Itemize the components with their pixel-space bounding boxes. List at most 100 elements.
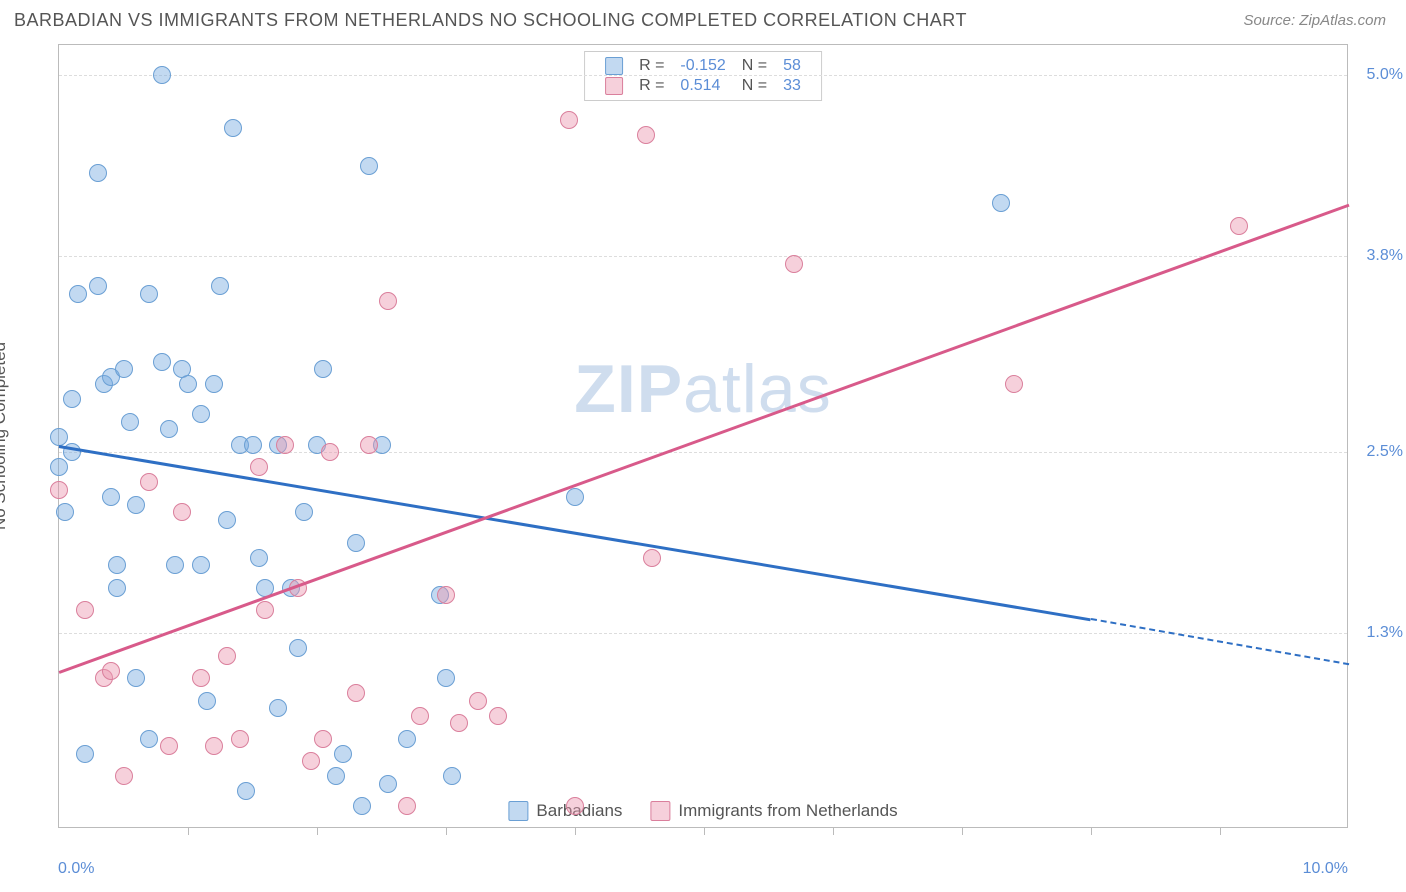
data-point <box>108 579 126 597</box>
data-point <box>173 503 191 521</box>
data-point <box>244 436 262 454</box>
x-tick <box>575 827 576 835</box>
data-point <box>115 360 133 378</box>
data-point <box>192 556 210 574</box>
data-point <box>437 586 455 604</box>
data-point <box>76 601 94 619</box>
y-tick-label: 3.8% <box>1355 247 1403 265</box>
data-point <box>489 707 507 725</box>
data-point <box>327 767 345 785</box>
data-point <box>289 639 307 657</box>
x-tick <box>704 827 705 835</box>
data-point <box>166 556 184 574</box>
data-point <box>295 503 313 521</box>
x-tick <box>1091 827 1092 835</box>
data-point <box>347 684 365 702</box>
data-point <box>566 797 584 815</box>
data-point <box>127 669 145 687</box>
data-point <box>69 285 87 303</box>
data-point <box>334 745 352 763</box>
x-tick <box>833 827 834 835</box>
legend-swatch-b <box>605 77 623 95</box>
data-point <box>140 285 158 303</box>
x-tick <box>962 827 963 835</box>
data-point <box>398 797 416 815</box>
gridline <box>59 633 1347 634</box>
plot-area: ZIPatlas R = -0.152 N = 58 R = 0.514 N =… <box>58 44 1348 828</box>
data-point <box>321 443 339 461</box>
data-point <box>353 797 371 815</box>
data-point <box>63 390 81 408</box>
chart-title: BARBADIAN VS IMMIGRANTS FROM NETHERLANDS… <box>14 10 967 31</box>
data-point <box>469 692 487 710</box>
data-point <box>224 119 242 137</box>
x-tick <box>1220 827 1221 835</box>
r-value: -0.152 <box>672 56 733 76</box>
legend-stats-row: R = 0.514 N = 33 <box>597 76 809 96</box>
data-point <box>56 503 74 521</box>
data-point <box>360 436 378 454</box>
x-tick <box>188 827 189 835</box>
data-point <box>108 556 126 574</box>
data-point <box>140 473 158 491</box>
y-tick-label: 1.3% <box>1355 624 1403 642</box>
data-point <box>443 767 461 785</box>
y-tick-label: 5.0% <box>1355 66 1403 84</box>
data-point <box>140 730 158 748</box>
gridline <box>59 256 1347 257</box>
data-point <box>250 549 268 567</box>
data-point <box>643 549 661 567</box>
r-value: 0.514 <box>672 76 733 96</box>
data-point <box>566 488 584 506</box>
data-point <box>211 277 229 295</box>
data-point <box>218 511 236 529</box>
data-point <box>237 782 255 800</box>
data-point <box>637 126 655 144</box>
data-point <box>437 669 455 687</box>
data-point <box>102 662 120 680</box>
x-tick <box>446 827 447 835</box>
x-axis-min-label: 0.0% <box>58 860 94 878</box>
data-point <box>411 707 429 725</box>
data-point <box>50 428 68 446</box>
legend-label: Immigrants from Netherlands <box>678 801 897 821</box>
data-point <box>379 292 397 310</box>
data-point <box>50 458 68 476</box>
data-point <box>560 111 578 129</box>
gridline <box>59 75 1347 76</box>
data-point <box>153 353 171 371</box>
data-point <box>76 745 94 763</box>
data-point <box>89 277 107 295</box>
data-point <box>1230 217 1248 235</box>
data-point <box>314 730 332 748</box>
data-point <box>218 647 236 665</box>
n-value: 58 <box>775 56 809 76</box>
data-point <box>179 375 197 393</box>
data-point <box>102 488 120 506</box>
trend-line <box>1091 618 1349 665</box>
data-point <box>153 66 171 84</box>
data-point <box>115 767 133 785</box>
source-label: Source: ZipAtlas.com <box>1243 12 1386 29</box>
legend-stats-row: R = -0.152 N = 58 <box>597 56 809 76</box>
data-point <box>231 730 249 748</box>
legend-swatch-b <box>650 801 670 821</box>
data-point <box>121 413 139 431</box>
legend-swatch-a <box>508 801 528 821</box>
data-point <box>205 375 223 393</box>
legend-item: Immigrants from Netherlands <box>650 801 897 821</box>
data-point <box>198 692 216 710</box>
data-point <box>314 360 332 378</box>
data-point <box>205 737 223 755</box>
data-point <box>398 730 416 748</box>
data-point <box>992 194 1010 212</box>
trend-line <box>59 445 1091 621</box>
data-point <box>379 775 397 793</box>
data-point <box>1005 375 1023 393</box>
data-point <box>127 496 145 514</box>
watermark: ZIPatlas <box>574 350 831 428</box>
y-tick-label: 2.5% <box>1355 443 1403 461</box>
data-point <box>192 405 210 423</box>
data-point <box>302 752 320 770</box>
data-point <box>269 699 287 717</box>
